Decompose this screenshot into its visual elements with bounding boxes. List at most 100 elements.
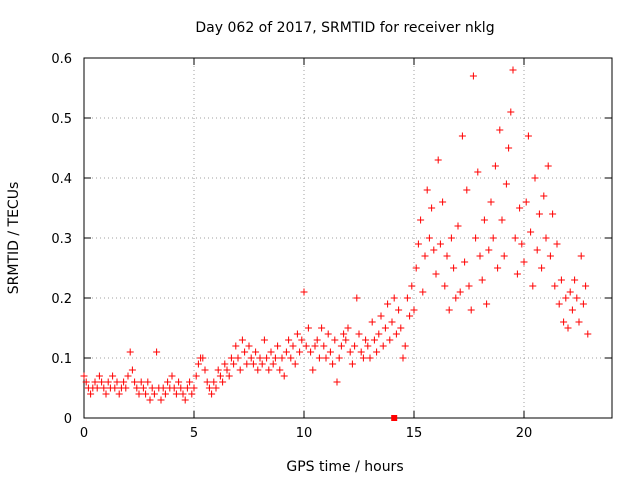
data-point: [584, 330, 592, 338]
data-point: [104, 378, 112, 386]
data-point: [529, 282, 537, 290]
data-point: [142, 390, 150, 398]
data-point: [333, 378, 341, 386]
data-point: [159, 384, 167, 392]
data-point: [568, 306, 576, 314]
x-tick-label: 20: [516, 426, 533, 441]
data-point: [247, 354, 255, 362]
data-point: [120, 378, 128, 386]
data-point: [280, 372, 288, 380]
data-point: [414, 240, 422, 248]
data-point: [210, 378, 218, 386]
data-point: [364, 342, 372, 350]
data-point: [100, 384, 108, 392]
data-point: [421, 252, 429, 260]
data-point: [269, 360, 277, 368]
data-point: [320, 342, 328, 350]
data-point: [454, 222, 462, 230]
data-point: [551, 282, 559, 290]
square-marker: [391, 415, 398, 421]
data-point: [359, 354, 367, 362]
data-point: [474, 168, 482, 176]
data-point: [82, 378, 90, 386]
data-point: [192, 372, 200, 380]
y-tick-label: 0.2: [51, 292, 72, 307]
data-point: [256, 354, 264, 362]
data-point: [456, 288, 464, 296]
data-point: [562, 294, 570, 302]
data-point: [230, 360, 238, 368]
data-point: [434, 156, 442, 164]
data-point: [498, 216, 506, 224]
data-point: [265, 366, 273, 374]
data-point: [417, 216, 425, 224]
data-point: [221, 360, 229, 368]
data-point: [524, 132, 532, 140]
data-point: [175, 378, 183, 386]
data-point: [170, 384, 178, 392]
data-point: [553, 240, 561, 248]
data-point: [566, 288, 574, 296]
data-point: [335, 354, 343, 362]
data-point: [124, 372, 132, 380]
chart-title: Day 062 of 2017, SRMTID for receiver nkl…: [195, 20, 494, 36]
data-point: [533, 246, 541, 254]
data-point: [480, 216, 488, 224]
data-point: [507, 108, 515, 116]
data-point: [326, 348, 334, 356]
data-point: [201, 366, 209, 374]
data-point: [443, 252, 451, 260]
data-point: [188, 390, 196, 398]
data-point: [311, 342, 319, 350]
data-point: [445, 306, 453, 314]
data-point: [447, 234, 455, 242]
data-point: [126, 348, 134, 356]
data-point: [194, 360, 202, 368]
data-point: [527, 228, 535, 236]
data-point: [428, 204, 436, 212]
data-point: [399, 354, 407, 362]
data-point: [408, 282, 416, 290]
data-point: [131, 378, 139, 386]
data-point: [483, 300, 491, 308]
data-point: [93, 384, 101, 392]
data-point: [344, 324, 352, 332]
data-point: [298, 336, 306, 344]
data-point: [322, 354, 330, 362]
data-point: [80, 372, 88, 380]
data-point: [520, 258, 528, 266]
y-tick-label: 0.3: [51, 232, 72, 247]
data-point: [87, 390, 95, 398]
data-point: [113, 378, 121, 386]
data-point: [183, 384, 191, 392]
data-point: [307, 348, 315, 356]
data-point: [243, 360, 251, 368]
data-point: [368, 318, 376, 326]
data-point: [223, 366, 231, 374]
data-point: [161, 390, 169, 398]
data-point: [216, 372, 224, 380]
data-point: [157, 396, 165, 404]
data-point: [318, 324, 326, 332]
data-point: [289, 342, 297, 350]
data-point: [340, 330, 348, 338]
data-point: [564, 324, 572, 332]
data-point: [296, 348, 304, 356]
data-point: [271, 354, 279, 362]
data-point: [403, 294, 411, 302]
data-point: [346, 348, 354, 356]
data-point: [544, 162, 552, 170]
data-point: [249, 360, 257, 368]
x-tick-labels: 0 5 10 15 20: [80, 426, 532, 441]
grid-lines: [84, 58, 612, 418]
data-point: [109, 372, 117, 380]
data-point: [309, 366, 317, 374]
data-point: [203, 378, 211, 386]
data-point: [302, 342, 310, 350]
data-point: [423, 186, 431, 194]
data-point: [238, 336, 246, 344]
data-point: [579, 300, 587, 308]
data-point: [186, 378, 194, 386]
data-point: [355, 330, 363, 338]
